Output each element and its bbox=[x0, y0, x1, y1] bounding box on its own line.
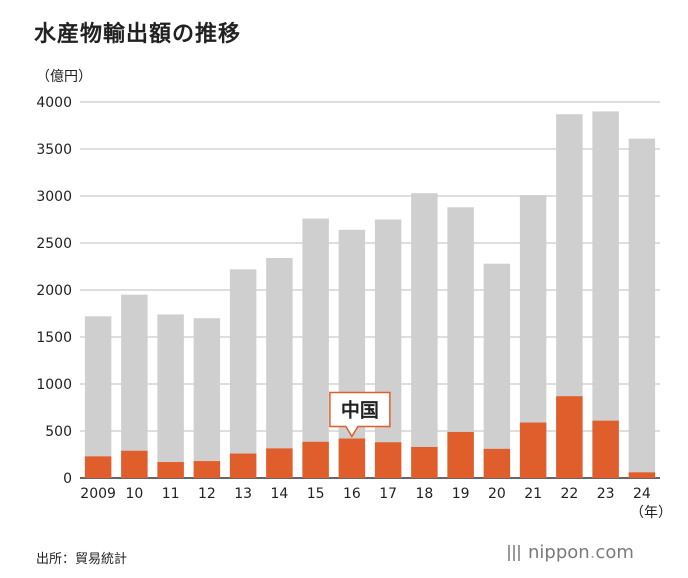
y-tick-label: 4000 bbox=[36, 95, 72, 111]
bar-china-22 bbox=[556, 396, 583, 478]
x-tick-label: 15 bbox=[307, 486, 325, 502]
bar-china-18 bbox=[411, 446, 438, 478]
bar-total-10 bbox=[121, 294, 148, 478]
annotation-label: 中国 bbox=[341, 399, 379, 422]
y-tick-label: 1000 bbox=[36, 377, 72, 393]
bar-china-23 bbox=[592, 420, 619, 478]
bar-china-20 bbox=[483, 448, 511, 478]
annotation-callout bbox=[329, 391, 391, 438]
x-tick-label: 23 bbox=[597, 486, 615, 502]
bar-total-18 bbox=[411, 193, 438, 478]
bar-total-24 bbox=[628, 138, 656, 478]
bar-total-17 bbox=[374, 219, 402, 478]
bar-total-13 bbox=[229, 269, 257, 478]
x-tick-label: 2009 bbox=[80, 486, 116, 502]
x-tick-label: 24 bbox=[633, 486, 651, 502]
y-tick-label: 1500 bbox=[36, 330, 72, 346]
bar-total-12 bbox=[193, 318, 221, 478]
x-tick-label: 11 bbox=[162, 486, 180, 502]
bar-china-13 bbox=[229, 453, 257, 478]
x-tick-label: 13 bbox=[234, 486, 252, 502]
x-axis-unit: （年） bbox=[630, 505, 672, 521]
bar-china-11 bbox=[157, 462, 184, 478]
brand-mark-icon bbox=[508, 544, 522, 561]
bar-china-15 bbox=[302, 441, 329, 478]
y-tick-label: 0 bbox=[63, 471, 72, 487]
x-tick-label: 16 bbox=[343, 486, 361, 502]
x-tick-label: 10 bbox=[125, 486, 143, 502]
x-tick-label: 14 bbox=[270, 486, 288, 502]
y-axis-unit: （億円） bbox=[36, 69, 92, 85]
x-tick-label: 18 bbox=[415, 486, 433, 502]
x-tick-label: 22 bbox=[560, 486, 578, 502]
bar-total-11 bbox=[157, 314, 184, 478]
x-tick-label: 20 bbox=[488, 486, 506, 502]
x-tick-label: 21 bbox=[524, 486, 542, 502]
bar-china-16 bbox=[338, 438, 366, 478]
brand-name: nippon bbox=[528, 542, 590, 563]
brand-tld: com bbox=[595, 542, 634, 563]
bar-total-2009 bbox=[84, 316, 112, 478]
bar-china-17 bbox=[374, 442, 402, 478]
y-tick-label: 3500 bbox=[36, 142, 72, 158]
bar-total-14 bbox=[266, 258, 293, 478]
brand-logo: nippon. com bbox=[508, 542, 634, 563]
x-tick-label: 12 bbox=[198, 486, 216, 502]
bar-china-2009 bbox=[84, 456, 112, 478]
y-tick-label: 2500 bbox=[36, 236, 72, 252]
y-tick-label: 2000 bbox=[36, 283, 72, 299]
y-tick-label: 3000 bbox=[36, 189, 72, 205]
source-note: 出所：貿易統計 bbox=[36, 552, 128, 567]
bar-china-24 bbox=[628, 472, 656, 478]
bar-china-21 bbox=[519, 422, 547, 478]
x-tick-label: 19 bbox=[452, 486, 470, 502]
bar-china-19 bbox=[447, 431, 474, 478]
bar-china-12 bbox=[193, 461, 221, 478]
chart-title: 水産物輸出額の推移 bbox=[34, 22, 242, 47]
y-tick-label: 500 bbox=[45, 424, 72, 440]
bar-total-15 bbox=[302, 218, 329, 478]
bar-china-14 bbox=[266, 448, 293, 478]
x-tick-label: 17 bbox=[379, 486, 397, 502]
bar-total-20 bbox=[483, 263, 511, 478]
brand-dot: . bbox=[589, 542, 596, 563]
bar-total-23 bbox=[592, 111, 619, 479]
bar-china-10 bbox=[121, 450, 148, 478]
